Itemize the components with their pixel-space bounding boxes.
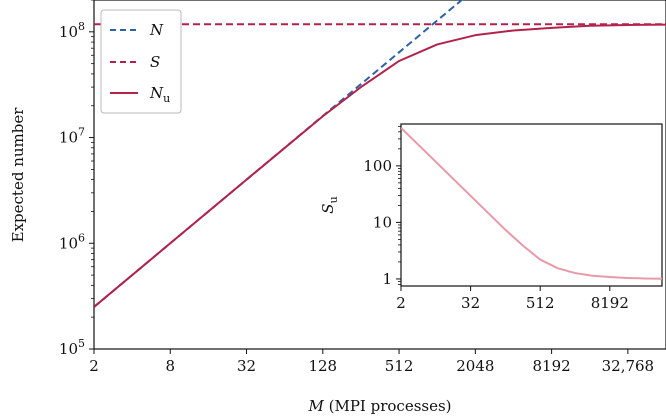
inset-plot: 2 32 512 8192 1 10 100 Su <box>319 123 663 312</box>
inset-x-tick-label: 512 <box>526 294 555 312</box>
inset-series-group <box>401 127 662 280</box>
inset-y-axis-label-variable: S <box>319 203 337 213</box>
main-x-tick-label: 512 <box>385 357 414 375</box>
legend: N S Nu <box>100 9 182 114</box>
inset-y-tick-label: 1 <box>382 270 392 288</box>
main-x-tick-label: 8 <box>165 357 175 375</box>
main-x-tick-label: 32 <box>237 357 256 375</box>
legend-box <box>100 9 182 114</box>
main-x-tick-label: 128 <box>308 357 337 375</box>
main-series-line-0 <box>94 0 464 308</box>
inset-x-tick-label: 32 <box>461 294 480 312</box>
inset-series-line-0 <box>401 127 662 280</box>
main-x-tick-label: 2048 <box>456 357 494 375</box>
main-series-line-2 <box>94 23 666 308</box>
main-x-axis: 2 8 32 128 512 2048 8192 32,768 <box>89 349 654 375</box>
inset-plot-frame <box>400 123 663 287</box>
legend-label-n: N <box>149 21 164 39</box>
inset-x-tick-label: 8192 <box>591 294 629 312</box>
main-x-tick-label: 8192 <box>533 357 571 375</box>
inset-y-axis: 1 10 100 <box>363 125 401 288</box>
inset-x-axis: 2 32 512 8192 <box>396 286 629 312</box>
legend-label-nu: Nu <box>149 84 170 105</box>
inset-x-tick-label: 2 <box>396 294 406 312</box>
main-y-tick-label: 107 <box>59 126 85 147</box>
main-y-tick-label: 106 <box>59 231 85 252</box>
x-axis-label: M (MPI processes) <box>307 397 451 415</box>
y-axis-label: Expected number <box>9 107 27 243</box>
x-axis-label-variable: M <box>307 397 324 415</box>
inset-y-tick-label: 10 <box>373 213 392 231</box>
main-x-tick-label: 2 <box>89 357 99 375</box>
legend-label-nu-sub: u <box>163 92 170 105</box>
main-x-tick-label: 32,768 <box>602 357 655 375</box>
x-axis-label-text: (MPI processes) <box>324 397 452 415</box>
main-y-axis: 105 106 107 108 <box>59 0 94 358</box>
main-y-tick-label: 108 <box>59 20 85 41</box>
inset-y-axis-label-sub: u <box>327 196 340 203</box>
main-series-group <box>94 0 666 308</box>
legend-label-s: S <box>150 53 160 71</box>
inset-y-tick-label: 100 <box>363 157 392 175</box>
legend-label-nu-main: N <box>149 84 164 102</box>
inset-y-axis-label: Su <box>319 196 340 213</box>
main-y-tick-label: 105 <box>59 337 85 358</box>
